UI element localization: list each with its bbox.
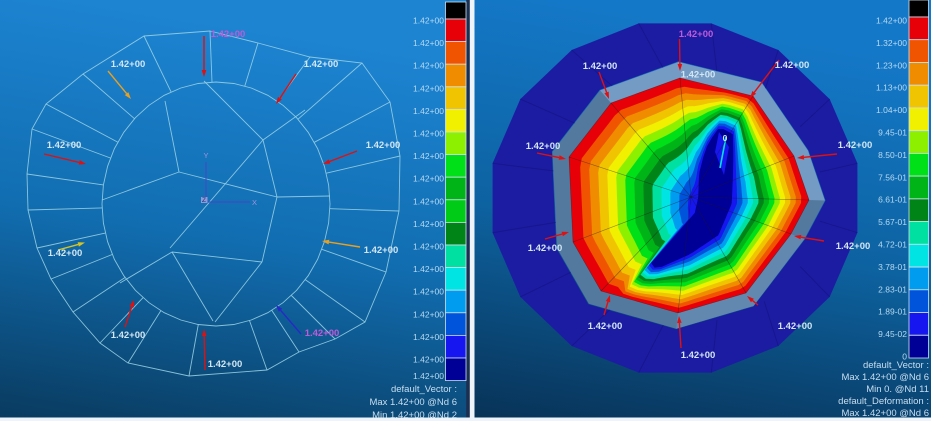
svg-text:Y: Y: [203, 151, 208, 160]
svg-text:1.42+00: 1.42+00: [413, 129, 444, 139]
svg-text:1.42+00: 1.42+00: [528, 243, 563, 254]
svg-text:1.42+00: 1.42+00: [413, 61, 444, 71]
svg-text:1.42+00: 1.42+00: [679, 29, 714, 40]
svg-text:9.45-01: 9.45-01: [878, 128, 907, 138]
svg-text:1.42+00: 1.42+00: [413, 83, 444, 93]
svg-text:1.42+00: 1.42+00: [583, 61, 618, 72]
svg-text:1.42+00: 1.42+00: [778, 321, 813, 332]
svg-text:2.83-01: 2.83-01: [878, 284, 907, 294]
svg-text:X: X: [252, 198, 257, 207]
svg-text:1.89-01: 1.89-01: [878, 307, 907, 317]
svg-text:Max 1.42+00 @Nd 6: Max 1.42+00 @Nd 6: [841, 408, 929, 419]
svg-text:1.42+00: 1.42+00: [413, 287, 444, 297]
svg-text:0: 0: [723, 133, 728, 143]
svg-text:1.42+00: 1.42+00: [836, 241, 871, 252]
svg-text:default_Vector :: default_Vector :: [863, 360, 929, 371]
svg-text:1.42+00: 1.42+00: [413, 219, 444, 229]
svg-text:default_Deformation :: default_Deformation :: [838, 396, 929, 407]
svg-text:1.23+00: 1.23+00: [876, 60, 907, 70]
svg-text:1.42+00: 1.42+00: [304, 59, 339, 70]
svg-text:5.67-01: 5.67-01: [878, 217, 907, 227]
svg-text:1.42+00: 1.42+00: [413, 38, 444, 48]
svg-text:Z: Z: [202, 197, 206, 204]
svg-text:4.72-01: 4.72-01: [878, 240, 907, 250]
svg-text:Max 1.42+00 @Nd 6: Max 1.42+00 @Nd 6: [369, 397, 457, 408]
svg-text:1.42+00: 1.42+00: [526, 141, 561, 152]
svg-text:1.42+00: 1.42+00: [413, 106, 444, 116]
svg-text:1.42+00: 1.42+00: [413, 264, 444, 274]
svg-text:3.78-01: 3.78-01: [878, 262, 907, 272]
svg-text:1.42+00: 1.42+00: [681, 70, 716, 81]
svg-text:1.42+00: 1.42+00: [211, 29, 246, 40]
svg-text:1.32+00: 1.32+00: [876, 38, 907, 48]
svg-text:1.42+00: 1.42+00: [588, 321, 623, 332]
svg-text:1.42+00: 1.42+00: [413, 371, 444, 381]
svg-text:1.04+00: 1.04+00: [876, 105, 907, 115]
svg-text:1.42+00: 1.42+00: [876, 16, 907, 26]
svg-text:1.42+00: 1.42+00: [413, 242, 444, 252]
svg-text:Min 1.42+00 @Nd 2: Min 1.42+00 @Nd 2: [372, 410, 457, 421]
svg-text:1.42+00: 1.42+00: [413, 355, 444, 365]
svg-text:1.42+00: 1.42+00: [305, 328, 340, 339]
svg-text:1.42+00: 1.42+00: [48, 248, 83, 259]
svg-text:7.56-01: 7.56-01: [878, 172, 907, 182]
svg-text:1.42+00: 1.42+00: [413, 174, 444, 184]
svg-text:1.13+00: 1.13+00: [876, 83, 907, 93]
svg-text:1.42+00: 1.42+00: [413, 16, 444, 26]
svg-text:1.42+00: 1.42+00: [208, 359, 243, 370]
svg-text:1.42+00: 1.42+00: [413, 332, 444, 342]
svg-text:Max 1.42+00 @Nd 6: Max 1.42+00 @Nd 6: [841, 372, 929, 383]
svg-text:8.50-01: 8.50-01: [878, 150, 907, 160]
svg-text:Min 0. @Nd 11: Min 0. @Nd 11: [866, 384, 929, 395]
svg-text:default_Vector :: default_Vector :: [391, 384, 457, 395]
svg-text:1.42+00: 1.42+00: [111, 59, 146, 70]
svg-text:1.42+00: 1.42+00: [364, 245, 399, 256]
svg-text:1.42+00: 1.42+00: [681, 350, 716, 361]
svg-text:1.42+00: 1.42+00: [111, 330, 146, 341]
svg-text:1.42+00: 1.42+00: [47, 140, 82, 151]
svg-text:1.42+00: 1.42+00: [413, 151, 444, 161]
svg-text:1.42+00: 1.42+00: [775, 60, 810, 71]
svg-text:0: 0: [902, 352, 907, 362]
svg-text:1.42+00: 1.42+00: [366, 140, 401, 151]
svg-text:1.42+00: 1.42+00: [413, 309, 444, 319]
svg-text:1.42+00: 1.42+00: [413, 196, 444, 206]
svg-text:9.45-02: 9.45-02: [878, 329, 907, 339]
svg-text:6.61-01: 6.61-01: [878, 195, 907, 205]
svg-text:1.42+00: 1.42+00: [838, 140, 873, 151]
